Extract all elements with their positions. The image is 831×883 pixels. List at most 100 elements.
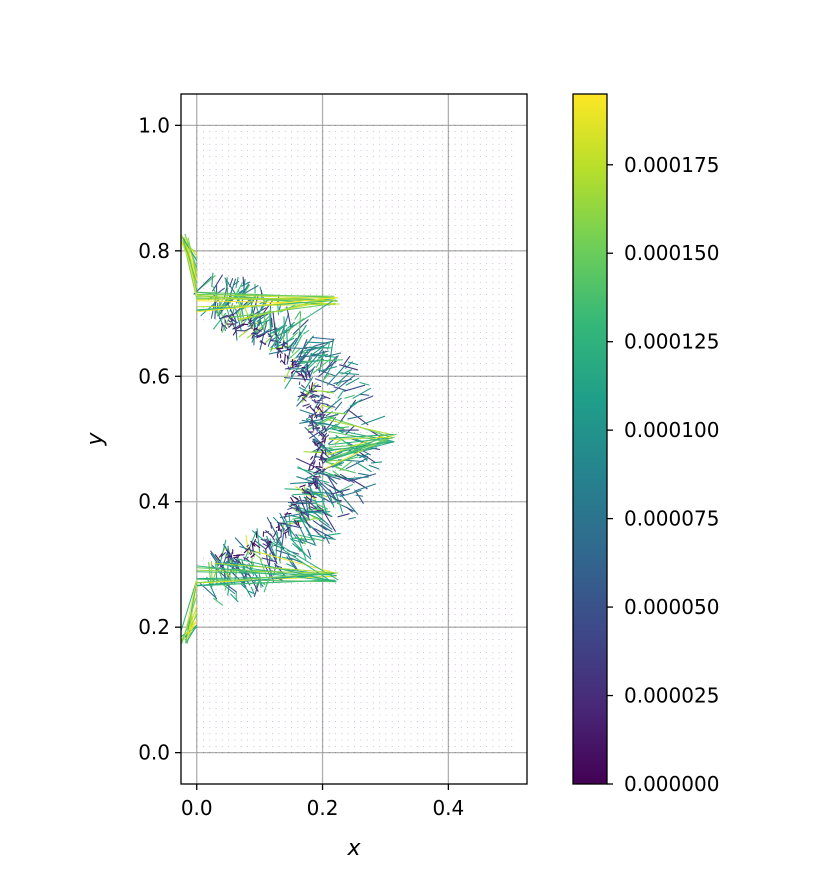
quiver-arrow	[329, 494, 335, 508]
quiver-arrow	[344, 476, 369, 480]
quiver-arrow	[316, 479, 319, 489]
background-quiver-field	[196, 125, 513, 753]
quiver-arrow	[313, 385, 322, 388]
quiver-arrow	[244, 284, 251, 294]
quiver-arrow	[244, 532, 257, 560]
quiver-arrow	[323, 426, 327, 432]
quiver-arrow	[315, 466, 323, 468]
quiver-arrow	[310, 495, 317, 499]
quiver-arrow	[284, 512, 292, 515]
quiver-arrow	[310, 458, 315, 465]
quiver-arrow	[266, 541, 272, 545]
spike-arrow	[196, 579, 332, 587]
quiver-arrow	[347, 415, 363, 420]
quiver-arrow	[248, 546, 253, 555]
background-arrows	[196, 125, 513, 753]
quiver-arrow	[334, 401, 343, 411]
quiver-arrow	[281, 340, 285, 349]
quiver-arrow	[295, 499, 301, 503]
quiver-arrow	[324, 449, 327, 456]
quiver-arrow	[295, 335, 314, 359]
quiver-arrow	[353, 483, 376, 492]
quiver-arrow	[340, 494, 359, 515]
quiver-arrow	[308, 389, 318, 393]
quiver-arrow	[259, 341, 267, 345]
quiver-arrow	[270, 329, 281, 352]
quiver-arrow	[351, 438, 364, 444]
quiver-arrow	[299, 484, 306, 488]
quiver-arrow	[228, 319, 232, 323]
quiver-arrow	[260, 538, 265, 542]
quiver-arrow	[305, 405, 312, 409]
quiver-arrow	[324, 490, 334, 505]
quiver-arrow	[337, 513, 350, 518]
quiver-arrow	[313, 502, 328, 510]
quiver-arrow	[309, 368, 314, 378]
quiver-arrow	[258, 333, 266, 338]
quiver-arrow	[284, 532, 287, 539]
spike-arrow	[328, 437, 390, 446]
quiver-arrow	[322, 497, 331, 503]
y-tick-label: 0.0	[138, 741, 170, 765]
quiver-arrow	[248, 318, 258, 328]
quiver-arrow	[309, 427, 326, 439]
quiver-arrow	[277, 523, 282, 532]
quiver-arrow	[312, 423, 315, 431]
colorbar-tick-label: 0.000100	[624, 418, 719, 442]
quiver-arrow	[347, 361, 359, 366]
quiver-arrow	[328, 494, 342, 503]
quiver-arrow	[261, 557, 277, 563]
quiver-arrow	[255, 540, 267, 550]
quiver-arrow	[283, 511, 288, 519]
quiver-arrow	[250, 299, 257, 328]
quiver-arrow	[297, 394, 305, 398]
quiver-arrow	[283, 354, 286, 364]
spike-arrow	[326, 441, 388, 462]
quiver-arrow	[307, 476, 330, 484]
quiver-arrow	[310, 382, 314, 391]
x-tick-label: 0.2	[307, 796, 339, 820]
colorbar-tick-label: 0.000125	[624, 330, 719, 354]
quiver-arrow	[229, 318, 238, 324]
quiver-arrow	[228, 299, 250, 320]
quiver-arrow	[311, 466, 315, 470]
quiver-arrow	[297, 534, 325, 542]
quiver-arrow	[304, 366, 316, 378]
quiver-arrow	[286, 348, 292, 351]
spike-arrow	[196, 578, 336, 583]
quiver-arrow	[226, 549, 231, 555]
spike-arrow	[255, 550, 337, 574]
spike-arrow	[196, 571, 333, 576]
quiver-arrow	[270, 521, 272, 529]
quiver-arrow	[307, 548, 312, 558]
quiver-arrow	[294, 354, 306, 368]
spike-arrow	[183, 241, 198, 284]
quiver-arrow	[333, 420, 344, 429]
spike-arrow	[186, 620, 198, 639]
quiver-arrow	[324, 535, 330, 544]
spike-arrow	[182, 239, 198, 299]
quiver-arrow	[355, 494, 364, 497]
quiver-arrow	[287, 321, 295, 329]
quiver-arrow	[286, 527, 290, 537]
spike-arrow	[239, 296, 333, 321]
quiver-arrow	[241, 281, 251, 287]
quiver-arrow	[352, 387, 372, 399]
quiver-arrow	[322, 509, 336, 532]
quiver-arrow	[290, 497, 295, 504]
quiver-arrow	[302, 403, 310, 407]
quiver-arrow	[343, 355, 351, 366]
quiver-arrow	[299, 515, 313, 541]
quiver-arrow	[233, 280, 240, 286]
quiver-arrow	[311, 336, 335, 341]
quiver-arrow	[295, 508, 300, 512]
quiver-arrow	[274, 343, 277, 347]
quiver-arrow	[243, 327, 251, 332]
quiver-arrow	[307, 424, 314, 427]
quiver-arrow	[290, 502, 302, 512]
quiver-arrow	[309, 420, 314, 425]
quiver-arrow	[243, 556, 246, 561]
quiver-arrow	[286, 520, 308, 523]
quiver-arrow	[270, 339, 274, 342]
quiver-arrow	[283, 530, 289, 535]
